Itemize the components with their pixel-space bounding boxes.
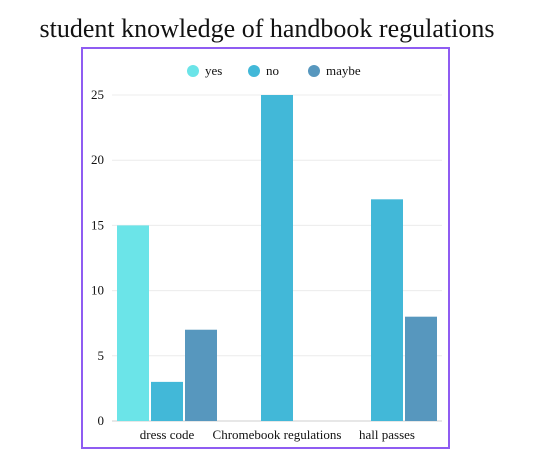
legend: yes no maybe — [187, 63, 361, 78]
legend-swatch-yes — [187, 65, 199, 77]
bars — [117, 95, 437, 421]
y-axis-ticks: 0 5 10 15 20 25 — [91, 87, 104, 428]
bar-yes-dress-code — [117, 225, 149, 421]
legend-swatch-no — [248, 65, 260, 77]
y-tick-label: 15 — [91, 217, 104, 232]
y-tick-label: 0 — [98, 413, 105, 428]
legend-swatch-maybe — [308, 65, 320, 77]
y-tick-label: 25 — [91, 87, 104, 102]
bar-no-hall-passes — [371, 199, 403, 421]
legend-label-no: no — [266, 63, 279, 78]
x-tick-label: Chromebook regulations — [213, 427, 342, 442]
legend-label-yes: yes — [205, 63, 222, 78]
y-tick-label: 5 — [98, 348, 105, 363]
bar-no-chromebook-regulations — [261, 95, 293, 421]
x-tick-label: hall passes — [359, 427, 415, 442]
bar-maybe-hall-passes — [405, 316, 437, 421]
x-tick-label: dress code — [140, 427, 195, 442]
x-axis-ticks: dress code Chromebook regulations hall pas… — [140, 427, 415, 442]
y-tick-label: 20 — [91, 152, 104, 167]
page-title: student knowledge of handbook regulation… — [39, 14, 495, 43]
bar-no-dress-code — [151, 381, 183, 421]
bar-maybe-dress-code — [185, 329, 217, 421]
y-tick-label: 10 — [91, 283, 104, 298]
legend-label-maybe: maybe — [326, 63, 361, 78]
